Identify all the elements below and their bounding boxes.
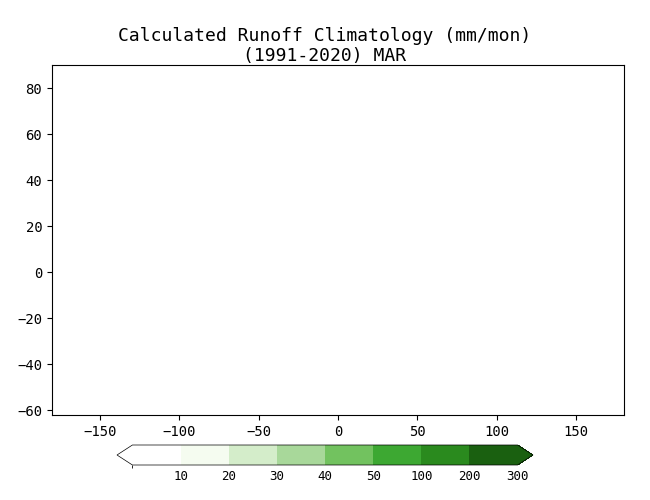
Text: (1991-2020) MAR: (1991-2020) MAR [244, 47, 406, 65]
PathPatch shape [117, 445, 133, 465]
PathPatch shape [517, 445, 533, 465]
Text: Calculated Runoff Climatology (mm/mon): Calculated Runoff Climatology (mm/mon) [118, 27, 532, 45]
